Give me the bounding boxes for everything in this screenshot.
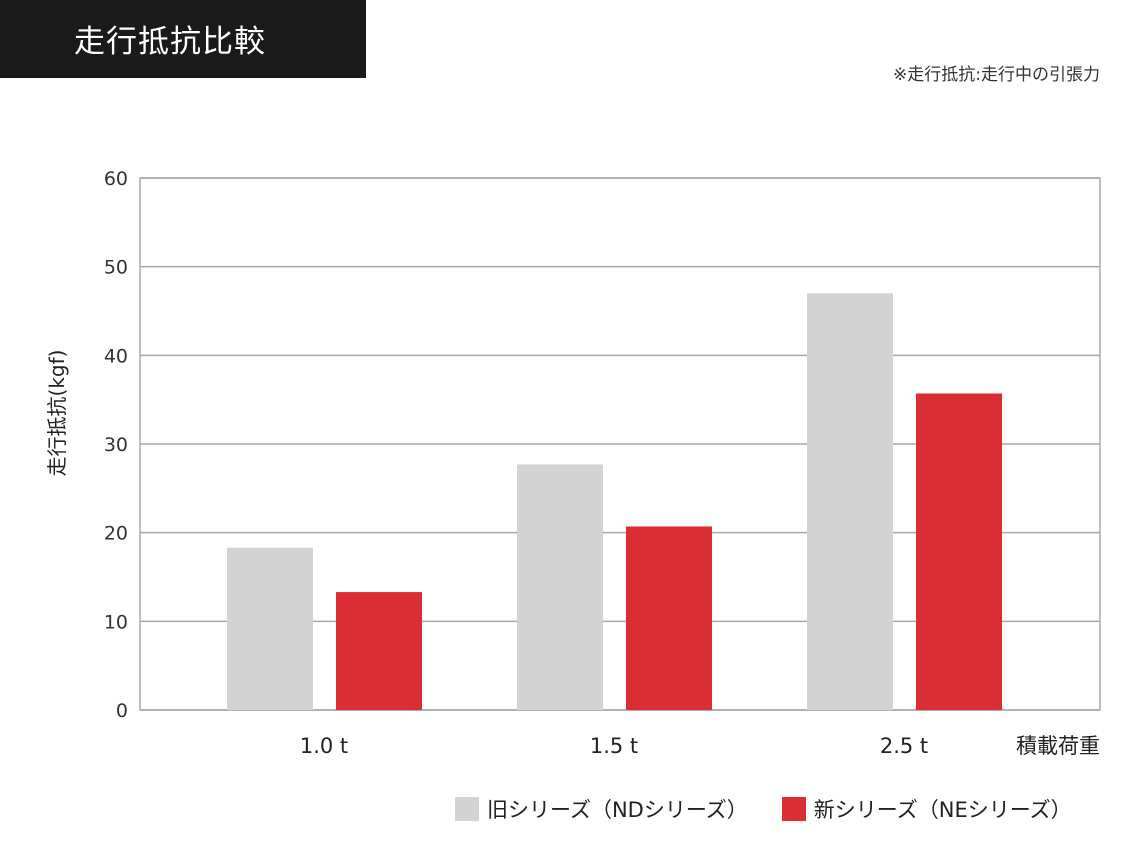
legend: 旧シリーズ（NDシリーズ） 新シリーズ（NEシリーズ） xyxy=(455,794,1072,824)
legend-item: 旧シリーズ（NDシリーズ） xyxy=(455,794,748,824)
x-tick-label: 2.5 t xyxy=(880,734,928,758)
y-tick-label: 40 xyxy=(104,345,128,367)
footnote: ※走行抵抗:走行中の引張力 xyxy=(893,65,1100,85)
y-tick-label: 10 xyxy=(104,611,128,633)
legend-swatch xyxy=(455,797,479,821)
x-tick-label: 1.0 t xyxy=(300,734,348,758)
bar-new-series xyxy=(336,592,422,710)
legend-label: 旧シリーズ（NDシリーズ） xyxy=(487,798,748,822)
plot-frame xyxy=(139,177,1101,711)
bar-new-series xyxy=(626,526,712,710)
bar-old-series xyxy=(517,464,603,710)
y-tick-label: 0 xyxy=(116,700,128,722)
x-axis-label: 積載荷重 xyxy=(1016,734,1100,758)
title-banner: 走行抵抗比較 xyxy=(0,0,366,78)
y-tick-label: 60 xyxy=(104,168,128,190)
y-tick-label: 30 xyxy=(104,434,128,456)
chart-title: 走行抵抗比較 xyxy=(74,24,266,60)
legend-label: 新シリーズ（NEシリーズ） xyxy=(813,798,1072,822)
legend-item: 新シリーズ（NEシリーズ） xyxy=(781,794,1072,824)
x-tick-label: 1.5 t xyxy=(590,734,638,758)
y-tick-label: 20 xyxy=(104,523,128,545)
bar-old-series xyxy=(227,547,313,710)
y-axis-label: 走行抵抗(kgf) xyxy=(45,350,69,477)
bar-new-series xyxy=(916,393,1002,710)
bar-old-series xyxy=(807,293,893,710)
y-tick-label: 50 xyxy=(104,257,128,279)
legend-swatch xyxy=(781,797,806,821)
